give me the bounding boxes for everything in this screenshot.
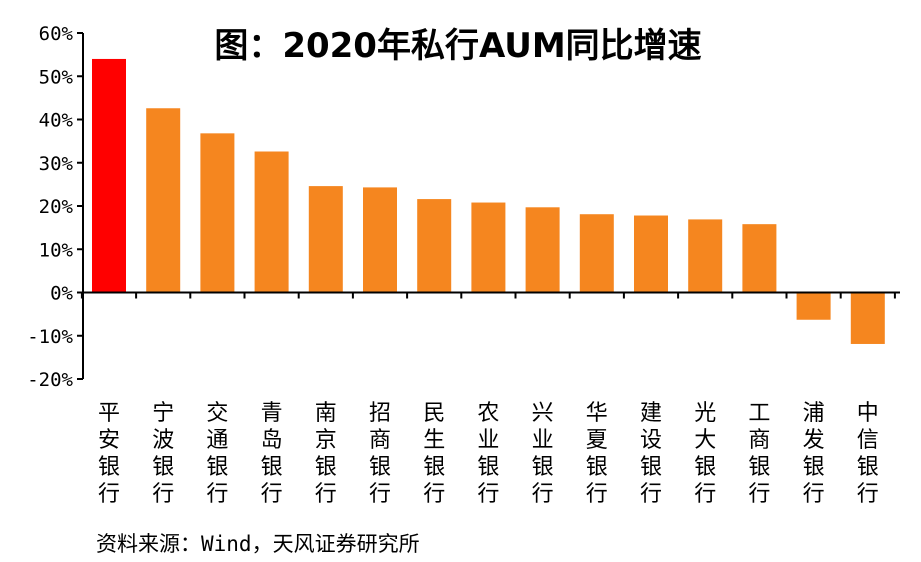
chart-title: 图：2020年私行AUM同比增速 (214, 26, 701, 66)
bar (200, 133, 235, 293)
bar (525, 207, 560, 293)
x-tick-label: 南京银行 (315, 401, 337, 507)
x-tick-label: 平安银行 (98, 401, 120, 507)
y-tick-label: 50% (39, 66, 74, 88)
y-axis: 60% 50% 40% 30% 20% 10% 0% -10% -20% (27, 23, 84, 391)
bar (471, 202, 506, 293)
bar (634, 215, 668, 293)
y-tick-label: -20% (27, 369, 73, 391)
bar (850, 292, 885, 344)
bar (363, 187, 397, 293)
y-tick-label: 30% (39, 153, 74, 175)
x-tick-label: 招商银行 (369, 401, 391, 507)
bar (688, 219, 723, 293)
x-tick-label: 工商银行 (748, 401, 770, 507)
y-tick-label: 0% (50, 283, 73, 305)
x-tick-label: 华夏银行 (586, 401, 608, 507)
y-tick-label: 40% (39, 110, 74, 132)
y-tick-label: 20% (39, 196, 74, 218)
bar (796, 292, 831, 320)
bar (146, 108, 181, 293)
x-tick-label: 光大银行 (694, 401, 716, 507)
category-labels: 平安银行 宁波银行 交通银行 青岛银行 南京银行 招商银行 民生银行 农业银行 兴业银行 华夏银行… (98, 401, 879, 507)
x-tick-label: 青岛银行 (261, 401, 283, 507)
x-tick-label: 民生银行 (423, 401, 445, 507)
y-tick-label: -10% (27, 326, 73, 348)
x-tick-label: 建设银行 (640, 401, 662, 507)
y-tick-label: 60% (39, 23, 74, 45)
x-tick-label: 交通银行 (206, 401, 228, 507)
bar (308, 186, 343, 293)
bar (92, 58, 126, 293)
x-tick-label: 浦发银行 (803, 401, 825, 507)
bar (742, 224, 777, 293)
bar (579, 214, 614, 293)
x-tick-label: 中信银行 (857, 401, 879, 507)
x-tick-label: 农业银行 (477, 401, 499, 507)
bar (254, 151, 289, 293)
source-note: 资料来源：Wind，天风证券研究所 (96, 532, 420, 556)
bars (92, 58, 885, 344)
y-tick-label: 10% (39, 239, 74, 261)
x-tick-label: 宁波银行 (152, 401, 174, 507)
x-tick-label: 兴业银行 (532, 401, 554, 507)
x-axis (80, 291, 900, 299)
bar (417, 199, 452, 293)
